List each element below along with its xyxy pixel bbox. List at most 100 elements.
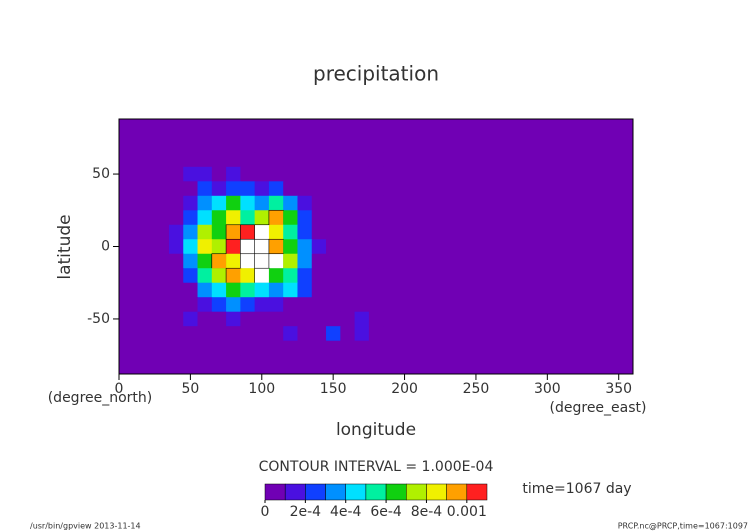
field-cell <box>168 152 184 168</box>
field-cell <box>226 253 241 269</box>
x-tick-label: 200 <box>391 381 418 397</box>
x-axis-label: longitude <box>336 420 416 440</box>
field-cell <box>225 238 242 255</box>
field-cell <box>311 210 327 226</box>
field-cell <box>211 181 227 197</box>
field-cell <box>268 297 284 313</box>
field-cell <box>211 297 227 313</box>
field-cell <box>368 195 384 211</box>
field-cell <box>340 297 356 313</box>
field-cell <box>283 166 298 182</box>
field-cell <box>283 195 298 211</box>
field-cell <box>197 282 213 298</box>
field-cell <box>254 340 270 356</box>
field-cell <box>197 268 213 284</box>
field-cell <box>183 326 199 342</box>
field-cell <box>368 166 384 182</box>
field-cell <box>254 253 270 270</box>
field-cell <box>268 340 284 356</box>
field-cell <box>211 326 227 342</box>
field-cell <box>168 297 184 313</box>
field-cell <box>197 224 213 240</box>
x-tick-label: 350 <box>605 381 632 397</box>
field-cell <box>240 340 256 356</box>
field-cell <box>354 239 370 255</box>
field-cell <box>226 166 241 182</box>
field-cell <box>168 166 184 182</box>
field-cell <box>354 152 370 168</box>
field-cell <box>368 326 384 342</box>
field-cell <box>211 253 227 270</box>
field-cell <box>240 282 256 298</box>
time-label: time=1067 day <box>522 481 631 497</box>
field-cell <box>311 340 327 356</box>
field-cell <box>340 239 356 255</box>
field-cell <box>254 282 270 298</box>
y-axis-label: latitude <box>55 214 75 279</box>
contour-interval: CONTOUR INTERVAL = 1.000E-04 <box>259 459 494 475</box>
field-cell <box>268 195 284 211</box>
field-cell <box>297 239 313 255</box>
field-cell <box>340 181 356 197</box>
field-cell <box>211 195 227 211</box>
field-cell <box>326 210 341 226</box>
field-cell <box>283 210 298 226</box>
field-cell <box>297 166 313 182</box>
field-cell <box>354 210 370 226</box>
field-cell <box>240 253 256 270</box>
field-cell <box>283 326 298 342</box>
field-cell <box>168 268 184 284</box>
field-cell <box>368 224 384 240</box>
field-cell <box>254 326 270 342</box>
field-cell <box>354 224 370 240</box>
field-cell <box>340 282 356 298</box>
y-unit: (degree_north) <box>48 390 153 406</box>
field-cell <box>240 152 256 168</box>
colorbar-tick-label: 8e-4 <box>411 504 443 520</box>
field-cell <box>326 297 341 313</box>
field-cell <box>311 195 327 211</box>
field-cell <box>340 340 356 356</box>
field-cell <box>368 152 384 168</box>
field-cell <box>183 340 199 356</box>
field-cell <box>326 326 341 342</box>
field-cell <box>197 195 213 211</box>
footer-right: PRCP.nc@PRCP,time=1067:1097 <box>618 522 748 531</box>
field-cell <box>326 166 341 182</box>
field-cell <box>197 253 213 269</box>
field-cell <box>326 224 341 240</box>
chart-title: precipitation <box>313 62 439 86</box>
field-cell <box>240 181 256 197</box>
field-cell <box>297 224 313 240</box>
field-cell <box>268 166 284 182</box>
field-cell <box>197 311 213 327</box>
field-cell <box>311 268 327 284</box>
colorbar-swatch <box>406 483 427 501</box>
field-cell <box>268 224 284 240</box>
field-cell <box>226 152 241 168</box>
field-cell <box>297 195 313 211</box>
field-cell <box>283 152 298 168</box>
colorbar-tick-label: 0 <box>261 504 270 520</box>
field-cell <box>197 166 213 182</box>
x-tick-label: 50 <box>181 381 199 397</box>
field-cell <box>326 282 341 298</box>
field-cell <box>326 195 341 211</box>
field-cell <box>240 238 256 255</box>
field-cell <box>368 253 384 269</box>
field-cell <box>340 152 356 168</box>
field-cell <box>283 311 298 327</box>
field-cell <box>354 166 370 182</box>
colorbar-swatch <box>345 483 367 501</box>
field-cell <box>168 239 184 255</box>
field-cell <box>311 297 327 313</box>
field-cell <box>168 210 184 226</box>
field-cell <box>283 239 298 255</box>
field-cell <box>211 340 227 356</box>
field-cell <box>311 239 327 255</box>
x-tick-label: 150 <box>320 381 347 397</box>
field-cell <box>340 166 356 182</box>
field-cell <box>240 210 256 226</box>
field-cell <box>311 181 327 197</box>
